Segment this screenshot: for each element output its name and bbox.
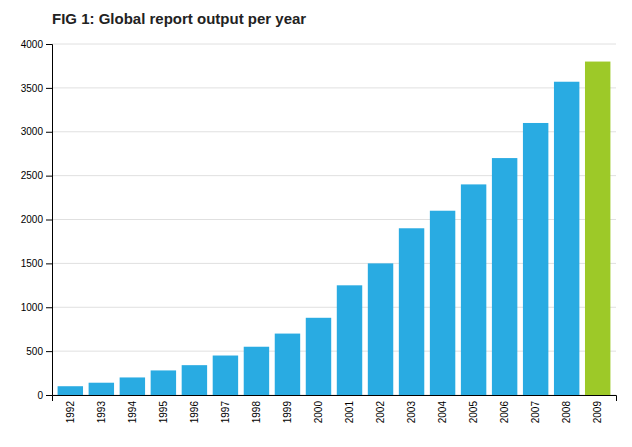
tick: 2003 — [406, 401, 417, 424]
y-axis: 0 500 1000 1500 2000 2500 3000 3500 4000 — [21, 39, 53, 401]
tick: 500 — [26, 346, 52, 357]
tick-label: 1999 — [282, 401, 293, 424]
bar — [523, 123, 548, 395]
bar — [585, 62, 610, 395]
tick: 2005 — [468, 401, 479, 424]
tick-mark — [46, 88, 52, 89]
tick: 2001 — [344, 401, 355, 424]
tick-label: 2008 — [561, 401, 572, 424]
tick: 1994 — [127, 401, 138, 424]
bar — [58, 386, 83, 395]
tick: 3000 — [21, 126, 52, 137]
tick: 0 — [37, 390, 52, 401]
tick: 2000 — [21, 214, 52, 225]
chart: FIG 1: Global report output per year 0 500… — [0, 0, 632, 447]
bar — [492, 158, 517, 395]
tick: 2006 — [499, 401, 510, 424]
tick-label: 1992 — [65, 401, 76, 424]
tick: 1995 — [158, 401, 169, 424]
tick: 2007 — [530, 401, 541, 424]
bar — [89, 383, 114, 395]
tick: 1998 — [251, 401, 262, 424]
tick: 2004 — [437, 401, 448, 424]
tick: 2009 — [592, 401, 603, 424]
bar — [337, 285, 362, 395]
tick-mark — [46, 351, 52, 352]
tick-label: 3500 — [21, 83, 44, 94]
axis-line — [53, 396, 617, 402]
tick-mark — [46, 176, 52, 177]
tick-mark — [46, 395, 52, 396]
tick-label: 1996 — [189, 401, 200, 424]
tick: 1500 — [21, 258, 52, 269]
bar — [399, 228, 424, 395]
tick-label: 1993 — [96, 401, 107, 424]
bar — [151, 370, 176, 395]
tick-label: 3000 — [21, 126, 44, 137]
grid — [52, 44, 616, 395]
tick-label: 1000 — [21, 302, 44, 313]
bar — [461, 184, 486, 395]
x-axis: 1992 1993 1994 1995 1996 1997 1998 1999 2000 2001… — [53, 396, 617, 424]
bar — [182, 365, 207, 395]
tick-mark — [46, 44, 52, 45]
tick: 1000 — [21, 302, 52, 313]
bar — [213, 356, 238, 395]
tick: 1993 — [96, 401, 107, 424]
title: FIG 1: Global report output per year — [52, 10, 306, 27]
tick-label: 1500 — [21, 258, 44, 269]
tick: 3500 — [21, 83, 52, 94]
tick: 2500 — [21, 170, 52, 181]
tick-mark — [46, 307, 52, 308]
tick: 2008 — [561, 401, 572, 424]
bars — [58, 62, 611, 395]
plot: 0 500 1000 1500 2000 2500 3000 3500 4000 1992 1993… — [21, 39, 617, 424]
tick: 2002 — [375, 401, 386, 424]
bar — [554, 82, 579, 395]
tick: 1999 — [282, 401, 293, 424]
tick: 1992 — [65, 401, 76, 424]
bar — [120, 377, 145, 395]
tick-label: 2001 — [344, 401, 355, 424]
bar — [244, 347, 269, 395]
tick-label: 2005 — [468, 401, 479, 424]
tick-label: 2500 — [21, 170, 44, 181]
tick-label: 2007 — [530, 401, 541, 424]
grid-line — [52, 44, 616, 45]
tick-label: 2004 — [437, 401, 448, 424]
tick-label: 2003 — [406, 401, 417, 424]
tick-label: 4000 — [21, 39, 44, 50]
tick: 1997 — [220, 401, 231, 424]
tick-label: 1995 — [158, 401, 169, 424]
bar — [275, 334, 300, 395]
tick-label: 500 — [26, 346, 43, 357]
tick: 1996 — [189, 401, 200, 424]
bar — [368, 263, 393, 395]
grid-line — [52, 87, 616, 88]
tick-label: 0 — [37, 390, 43, 401]
tick-label: 2000 — [21, 214, 44, 225]
tick-mark — [46, 132, 52, 133]
axis-line — [46, 45, 53, 396]
tick: 4000 — [21, 39, 52, 50]
tick-label: 2000 — [313, 401, 324, 424]
bar — [306, 318, 331, 395]
tick-label: 2002 — [375, 401, 386, 424]
tick-label: 2006 — [499, 401, 510, 424]
tick-mark — [46, 220, 52, 221]
tick-label: 2009 — [592, 401, 603, 424]
tick-label: 1994 — [127, 401, 138, 424]
bar — [430, 211, 455, 395]
tick-label: 1998 — [251, 401, 262, 424]
tick-mark — [46, 263, 52, 264]
tick: 2000 — [313, 401, 324, 424]
tick-label: 1997 — [220, 401, 231, 424]
